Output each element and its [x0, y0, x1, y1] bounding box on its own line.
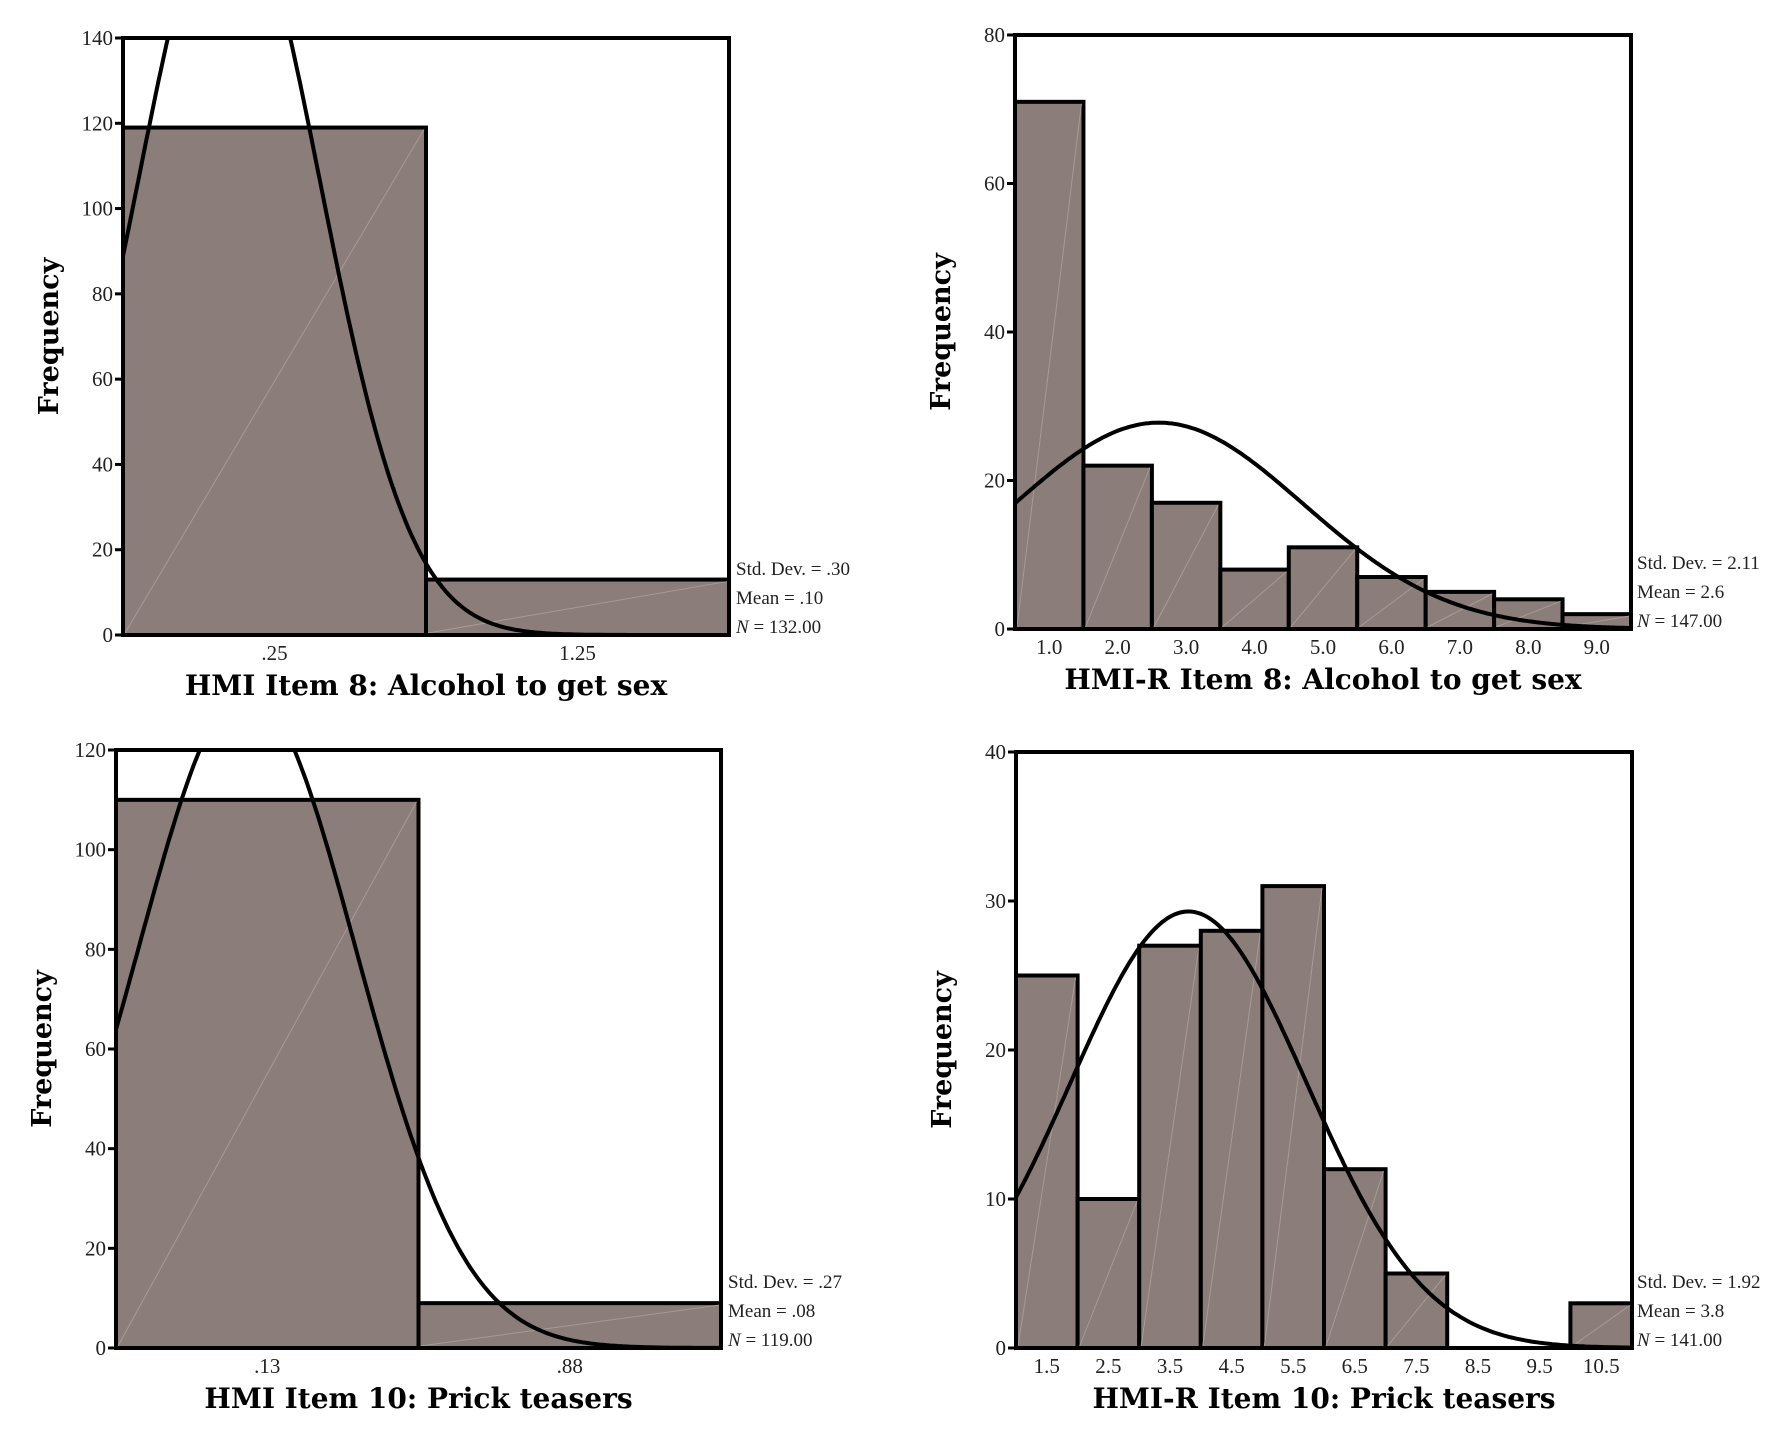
- y-tick-label: 60: [92, 367, 113, 391]
- x-tick-label: 1.5: [1034, 1354, 1060, 1378]
- bar-texture-line: [1290, 549, 1356, 628]
- x-tick-label: 5.5: [1280, 1354, 1306, 1378]
- bar-texture-line: [1427, 593, 1493, 628]
- y-axis-label: Frequency: [927, 970, 958, 1129]
- x-tick-label: 3.0: [1173, 635, 1199, 659]
- bar-texture-line: [1222, 571, 1288, 628]
- y-axis-label: Frequency: [34, 256, 65, 415]
- bar-texture-line: [420, 1304, 720, 1347]
- std-dev-label: Std. Dev. = .27: [728, 1272, 842, 1293]
- plot-border: [121, 36, 731, 637]
- y-tick-label: 40: [92, 452, 113, 476]
- bar-texture-line: [1572, 1304, 1631, 1347]
- chart-title: HMI Item 8: Alcohol to get sex: [185, 669, 668, 702]
- histogram-panel-1: 0 20 40 60 80 100 120 140 .25 1.25 Frequency HMI It…: [34, 26, 850, 702]
- x-tick-label: 4.5: [1218, 1354, 1244, 1378]
- x-tick-label: 9.0: [1584, 635, 1610, 659]
- y-tick-label: 0: [103, 623, 114, 647]
- bar-texture-line: [1263, 888, 1323, 1347]
- bar-texture-line: [1387, 1275, 1446, 1347]
- x-tick-label: 6.0: [1378, 635, 1404, 659]
- std-dev-label: Std. Dev. = 2.11: [1637, 553, 1760, 574]
- chart-title: HMI-R Item 8: Alcohol to get sex: [1064, 663, 1581, 696]
- mean-label: Mean = .08: [728, 1301, 815, 1322]
- mean-label: Mean = .10: [736, 588, 823, 609]
- y-tick-label: 80: [984, 23, 1005, 47]
- n-label: N = 141.00: [1636, 1330, 1722, 1351]
- bar-texture-line: [1017, 977, 1077, 1347]
- x-tick-label: 10.5: [1583, 1354, 1620, 1378]
- y-tick-label: 20: [85, 1236, 106, 1260]
- y-tick-label: 20: [985, 1038, 1006, 1062]
- chart-title: HMI-R Item 10: Prick teasers: [1092, 1382, 1555, 1415]
- y-tick-label: 40: [85, 1137, 106, 1161]
- y-tick-label: 20: [92, 538, 113, 562]
- bar-texture-line: [1084, 467, 1151, 628]
- x-tick-label: 9.5: [1526, 1354, 1552, 1378]
- x-tick-label: 8.0: [1515, 635, 1541, 659]
- y-tick-label: 0: [996, 1336, 1007, 1360]
- bar-texture-line: [1495, 600, 1561, 628]
- histogram-panel-3: 0 20 40 60 80 100 120 .13 .88 Frequency HMI Item 1…: [27, 738, 842, 1415]
- x-tick-label: 5.0: [1310, 635, 1336, 659]
- normal-curve: [123, 38, 729, 635]
- y-tick-label: 120: [82, 111, 114, 135]
- x-tick-label: 2.5: [1095, 1354, 1121, 1378]
- x-tick-label: 8.5: [1465, 1354, 1491, 1378]
- n-label: N = 147.00: [1636, 611, 1722, 632]
- chart-title: HMI Item 10: Prick teasers: [204, 1382, 632, 1415]
- bar-texture-line: [1202, 932, 1261, 1347]
- y-tick-label: 20: [984, 469, 1005, 493]
- x-tick-label: 2.0: [1105, 635, 1131, 659]
- y-tick-label: 30: [985, 889, 1006, 913]
- std-dev-label: Std. Dev. = .30: [736, 559, 850, 580]
- bar-texture-line: [117, 801, 417, 1347]
- y-tick-label: 80: [85, 937, 106, 961]
- y-axis-label: Frequency: [926, 252, 957, 411]
- y-tick-label: 40: [984, 320, 1005, 344]
- bar-texture-line: [427, 581, 728, 634]
- x-tick-label: 3.5: [1157, 1354, 1183, 1378]
- bar-texture-line: [124, 129, 425, 634]
- y-tick-label: 10: [985, 1187, 1006, 1211]
- y-tick-label: 60: [85, 1037, 106, 1061]
- y-tick-label: 140: [82, 26, 114, 50]
- n-label: N = 119.00: [727, 1330, 812, 1351]
- y-tick-label: 80: [92, 282, 113, 306]
- y-tick-label: 0: [96, 1336, 107, 1360]
- mean-label: Mean = 3.8: [1637, 1301, 1724, 1322]
- std-dev-label: Std. Dev. = 1.92: [1637, 1272, 1760, 1293]
- x-tick-label: 7.0: [1447, 635, 1473, 659]
- y-tick-label: 100: [75, 838, 107, 862]
- x-tick-label: 6.5: [1342, 1354, 1368, 1378]
- bar-texture-line: [1153, 504, 1219, 628]
- y-tick-label: 120: [75, 738, 107, 762]
- y-tick-label: 60: [984, 172, 1005, 196]
- x-tick-label: 1.0: [1036, 635, 1062, 659]
- y-tick-label: 100: [82, 197, 114, 221]
- normal-curve: [1016, 909, 1632, 1348]
- x-tick-label: 7.5: [1403, 1354, 1429, 1378]
- mean-label: Mean = 2.6: [1637, 582, 1724, 603]
- x-tick-label: 1.25: [559, 641, 596, 665]
- histogram-panel-4: 0 10 20 30 40 1.5 2.5 3.5 4.5 5.5 6.5 7.5 8.5 9.5 10.5…: [927, 740, 1760, 1415]
- x-tick-label: .25: [261, 641, 287, 665]
- x-tick-label: .13: [254, 1354, 280, 1378]
- bar-texture-line: [1325, 1171, 1385, 1347]
- normal-curve: [1015, 420, 1631, 629]
- histogram-panel-2: 0 20 40 60 80 1.0 2.0 3.0 4.0 5.0 6.0 7.0 8.0 9.0 Freq…: [926, 23, 1760, 696]
- y-tick-label: 40: [985, 740, 1006, 764]
- bar-texture-line: [1079, 1200, 1138, 1347]
- n-label: N = 132.00: [735, 617, 821, 638]
- bar-texture-line: [1016, 103, 1082, 628]
- x-tick-label: 4.0: [1241, 635, 1267, 659]
- bar-texture-line: [1140, 947, 1200, 1347]
- x-tick-label: .88: [557, 1354, 583, 1378]
- y-tick-label: 0: [995, 617, 1006, 641]
- y-axis-label: Frequency: [27, 969, 58, 1128]
